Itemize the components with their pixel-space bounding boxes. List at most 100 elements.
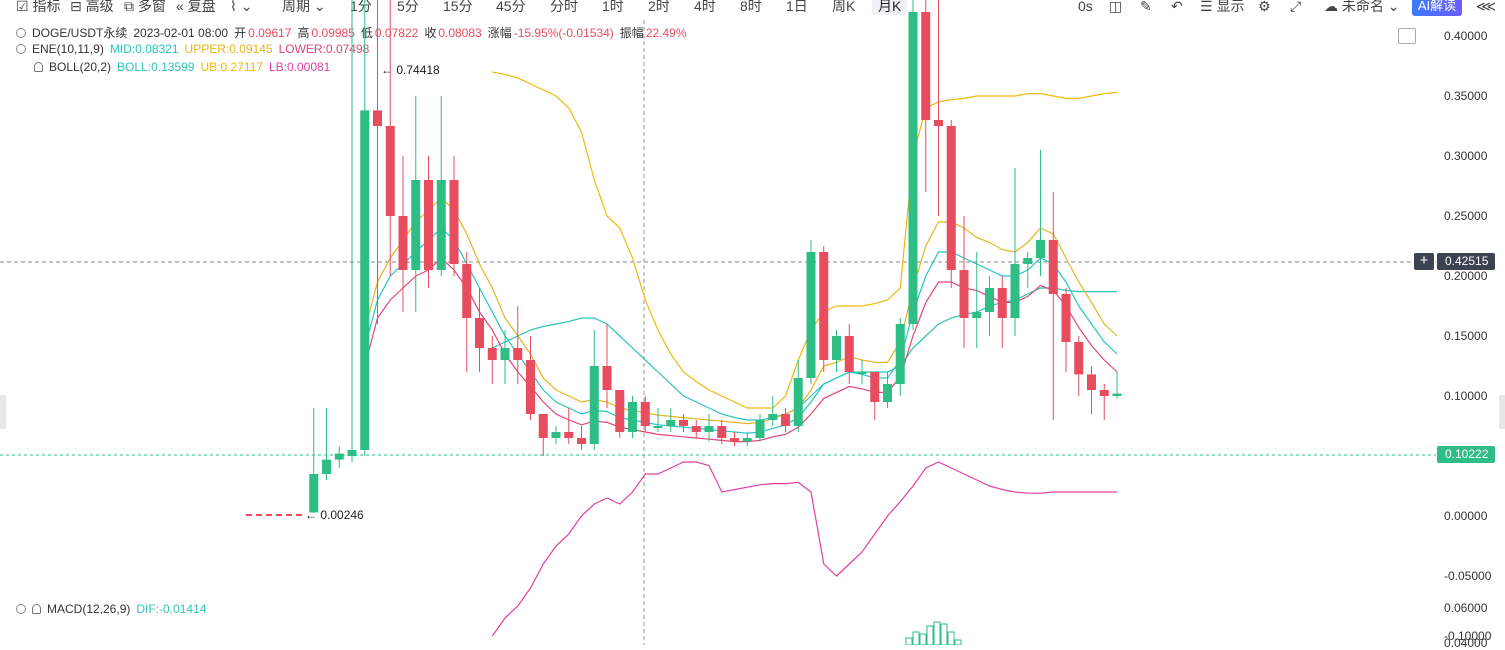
interval-1d[interactable]: 1日 [786,0,808,14]
advanced-button[interactable]: ⊟ 高级 [70,0,114,14]
candle [997,276,1007,348]
candle-body [781,414,790,426]
interval-timeline[interactable]: 分时 [550,0,578,14]
share-icon[interactable]: ⋘ [1476,0,1496,14]
gear-icon[interactable]: ⚙ [1258,0,1271,14]
candle-body [1112,393,1122,396]
bell-icon[interactable] [32,604,41,614]
candle [1099,384,1109,420]
candle-body [564,432,574,438]
interval-5m[interactable]: 5分 [397,0,419,14]
drawing-tools-button[interactable]: ⌇ ⌄ [230,0,252,15]
candle-body [424,180,433,270]
interval-15m[interactable]: 15分 [443,0,473,14]
period-dropdown[interactable]: 周期 ⌄ [282,0,326,14]
candle [844,324,854,384]
interval-8h[interactable]: 8时 [740,0,762,14]
candle-body [819,252,829,360]
candle [462,252,472,372]
expand-icon[interactable]: ⤢ [1290,0,1302,14]
candle [577,426,586,450]
replay-button[interactable]: « 复盘 [176,0,216,14]
right-collapse-handle[interactable] [1499,395,1505,429]
camera-icon[interactable]: ◫ [1109,0,1123,14]
candle-body [742,438,752,442]
display-icon: ☰ [1200,0,1213,14]
candle [768,396,778,426]
interval-1h[interactable]: 1时 [602,0,624,14]
candle-body [334,453,344,460]
candle-body [1010,264,1020,318]
candle-body [513,348,523,360]
undo-icon[interactable]: ↶ [1171,0,1183,14]
indicator-icon: ☑ [16,0,29,14]
candle-body [1074,342,1084,375]
candle [934,0,943,216]
indicator-button[interactable]: ☑ 指标 [16,0,61,14]
interval-45m[interactable]: 45分 [496,0,526,14]
chevron-down-icon: ⌄ [313,0,326,14]
candle [985,276,994,336]
interval-1m[interactable]: 1分 [350,0,372,14]
candle [347,0,357,462]
pencil-icon[interactable]: ✎ [1140,0,1152,14]
candle-body [857,372,867,374]
replay-icon: « [176,0,184,14]
interval-4h[interactable]: 4时 [694,0,716,14]
candle [717,420,727,444]
candle-body [538,414,548,438]
candle-body [1048,240,1058,294]
candle [704,414,714,442]
ai-interpret-button[interactable]: AI解读 [1412,0,1462,16]
candle-body [640,402,650,426]
layout-dropdown[interactable]: ☁ 未命名 ⌄ [1324,0,1400,14]
macd-bar [954,639,962,645]
boll-lower-line [491,461,1117,637]
candle-body [347,450,357,456]
macd-bar [905,637,913,645]
candle [819,246,829,372]
bell-icon[interactable] [34,62,43,72]
candle [449,156,459,276]
interval-week[interactable]: 周K [832,0,856,14]
candle-body [921,12,931,120]
candle [1061,288,1071,372]
candle-body [908,12,918,324]
candle-body [385,126,395,216]
left-collapse-handle[interactable] [0,395,6,429]
interval-2h[interactable]: 2时 [648,0,670,14]
collapse-icon[interactable] [16,28,26,38]
candle [526,336,535,420]
candle [309,408,319,513]
candle [589,330,599,450]
ene-lower-line [364,257,1118,443]
y-tick-label: 0.30000 [1444,149,1488,163]
candle [959,216,969,348]
candle [1048,192,1058,420]
candle [653,408,663,432]
candle-body [895,324,905,384]
candle-body [1061,294,1071,342]
macd-bar [940,623,948,645]
fullscreen-icon[interactable] [1398,28,1416,44]
candle-body [577,438,586,444]
candle-body [475,318,484,348]
multi-window-button[interactable]: ⧉ 多窗 [124,0,166,14]
y-tick-label: 0.20000 [1444,269,1488,283]
candle [1023,252,1033,288]
candle [1010,168,1020,336]
candle [398,156,408,312]
add-alert-button[interactable]: + [1414,253,1434,270]
collapse-icon[interactable] [16,604,26,614]
collapse-icon[interactable] [16,44,26,54]
candle-body [691,426,701,432]
display-button[interactable]: ☰ 显示 [1200,0,1245,14]
boll-upper-line [492,71,1118,409]
candle [1087,366,1096,414]
interval-month[interactable]: 月K [872,0,908,15]
candle-body [704,426,714,432]
candle [615,390,625,438]
candle [806,240,816,384]
candle-body [411,180,421,270]
candle [1074,336,1084,396]
